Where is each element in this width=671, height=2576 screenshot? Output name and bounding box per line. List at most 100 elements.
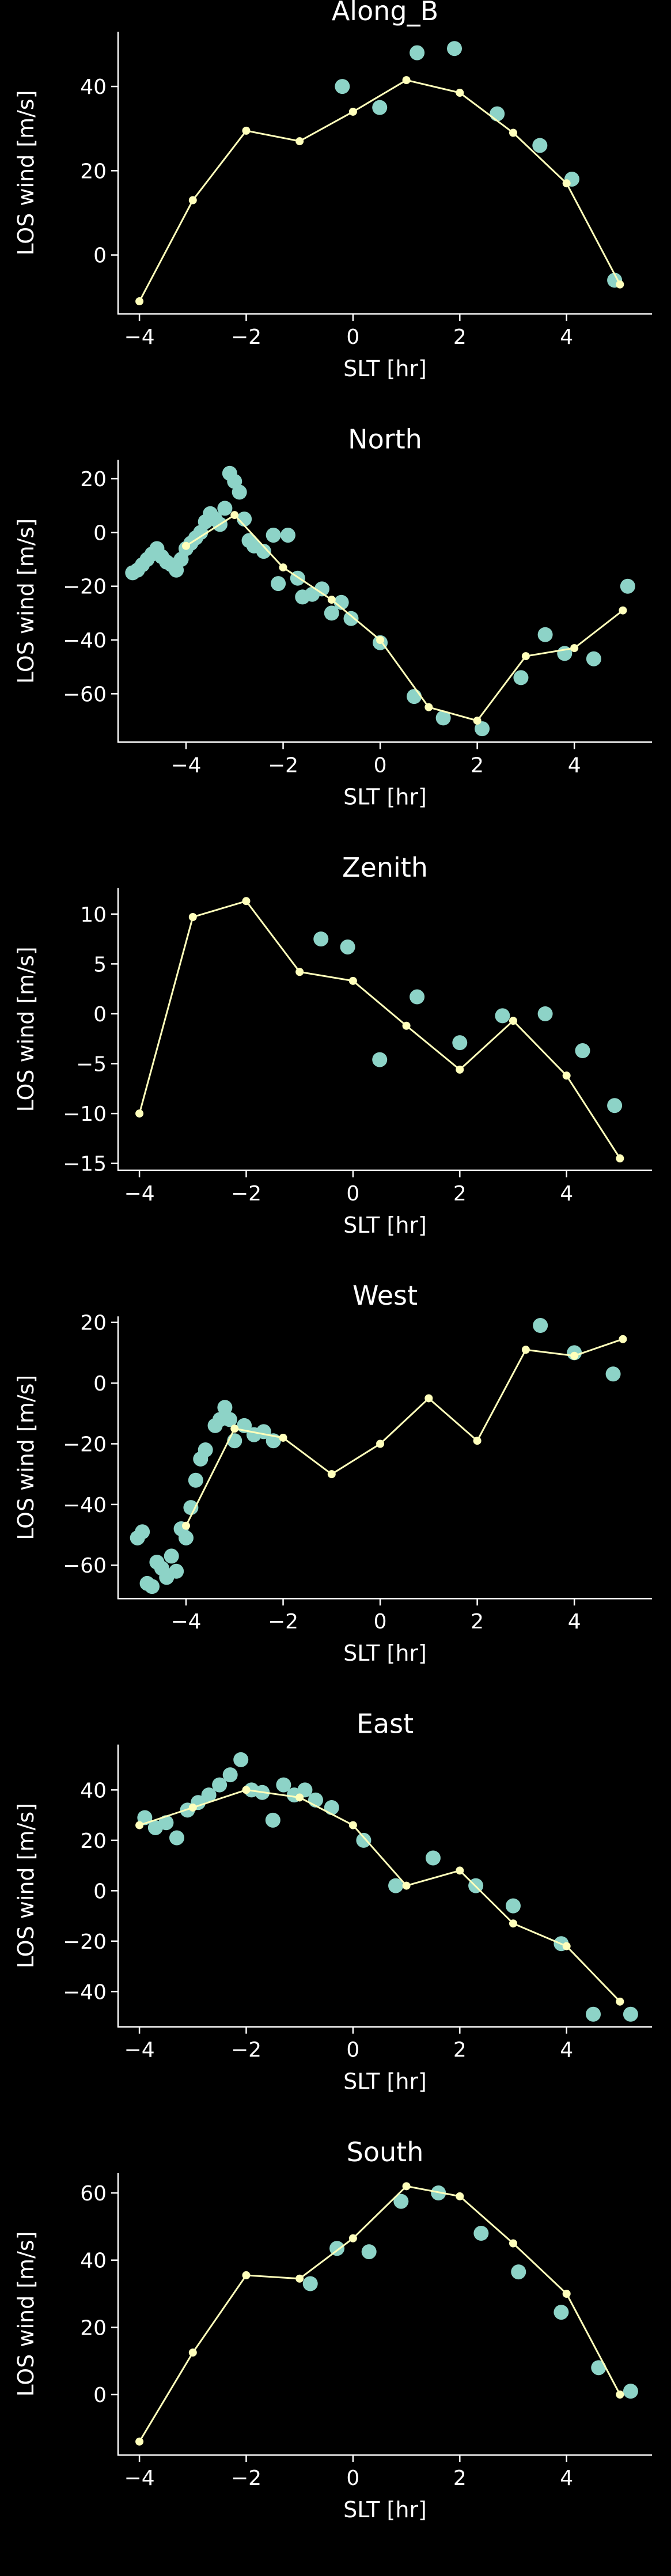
scatter-point bbox=[607, 1098, 623, 1113]
x-axis-label: SLT [hr] bbox=[343, 2497, 427, 2522]
scatter-point bbox=[135, 1524, 150, 1540]
line-marker bbox=[562, 1071, 571, 1080]
line-marker bbox=[242, 897, 251, 906]
line-marker bbox=[188, 913, 197, 922]
scatter-point bbox=[537, 1006, 553, 1021]
chart-title: North bbox=[348, 423, 422, 454]
x-tick-label: −2 bbox=[231, 2467, 261, 2490]
line-marker bbox=[456, 1866, 464, 1875]
y-tick-label: −40 bbox=[63, 1980, 107, 2004]
y-axis-label: LOS wind [m/s] bbox=[13, 1803, 39, 1968]
line-marker bbox=[295, 1793, 304, 1802]
x-axis-label: SLT [hr] bbox=[343, 784, 427, 809]
line-marker bbox=[521, 652, 530, 661]
scatter-point bbox=[425, 1850, 441, 1866]
scatter-point bbox=[356, 1832, 371, 1848]
x-tick-label: −2 bbox=[268, 753, 298, 777]
line-marker bbox=[135, 1821, 144, 1829]
y-axis-label: LOS wind [m/s] bbox=[13, 1375, 39, 1540]
y-tick-label: 0 bbox=[93, 1003, 107, 1026]
scatter-point bbox=[198, 1442, 213, 1458]
scatter-point bbox=[393, 2194, 409, 2209]
x-tick-label: 0 bbox=[346, 1182, 359, 1206]
scatter-point bbox=[144, 1579, 160, 1594]
scatter-point bbox=[266, 528, 281, 543]
line-marker bbox=[135, 297, 144, 306]
line-marker bbox=[509, 1017, 517, 1025]
line-marker bbox=[327, 596, 336, 604]
x-tick-label: −4 bbox=[124, 2039, 155, 2062]
y-tick-label: 10 bbox=[80, 903, 107, 927]
y-tick-label: 40 bbox=[80, 1779, 107, 1802]
scatter-point bbox=[554, 2305, 569, 2320]
scatter-point bbox=[314, 581, 329, 597]
line-marker bbox=[188, 2348, 197, 2357]
y-tick-label: 0 bbox=[93, 1880, 107, 1903]
line-marker bbox=[562, 2290, 571, 2298]
x-tick-label: 2 bbox=[453, 325, 467, 349]
scatter-point bbox=[201, 1787, 217, 1803]
series-line bbox=[138, 79, 621, 302]
scatter-point bbox=[265, 1812, 280, 1828]
line-marker bbox=[181, 1521, 190, 1530]
line-marker bbox=[509, 1919, 517, 1928]
line-marker bbox=[570, 1351, 579, 1360]
scatter-point bbox=[623, 2384, 638, 2399]
line-marker bbox=[348, 1821, 357, 1829]
y-tick-label: 20 bbox=[80, 160, 107, 183]
line-marker bbox=[509, 128, 517, 137]
y-axis-label: LOS wind [m/s] bbox=[13, 518, 39, 684]
scatter-point bbox=[212, 1777, 228, 1793]
line-marker bbox=[424, 703, 433, 711]
line-marker bbox=[570, 644, 579, 653]
scatter-point bbox=[575, 1043, 590, 1059]
scatter-point bbox=[372, 1052, 388, 1067]
scatter-point bbox=[452, 1035, 468, 1051]
scatter-point bbox=[222, 1412, 237, 1427]
chart-title: East bbox=[357, 1709, 414, 1740]
scatter-point bbox=[447, 41, 463, 56]
y-axis-label: LOS wind [m/s] bbox=[13, 90, 39, 255]
line-marker bbox=[279, 563, 287, 572]
line-marker bbox=[456, 2192, 464, 2200]
y-tick-label: −10 bbox=[63, 1103, 107, 1126]
x-tick-label: 2 bbox=[453, 2467, 467, 2490]
scatter-point bbox=[276, 1777, 291, 1793]
x-tick-label: 0 bbox=[346, 2039, 359, 2062]
scatter-point bbox=[586, 651, 601, 666]
line-marker bbox=[188, 1803, 197, 1812]
scatter-point bbox=[505, 1898, 521, 1914]
scatter-point bbox=[410, 989, 425, 1005]
x-tick-label: 4 bbox=[568, 753, 581, 777]
scatter-point bbox=[361, 2244, 377, 2260]
x-tick-label: −4 bbox=[124, 2467, 155, 2490]
scatter-point bbox=[513, 670, 529, 685]
y-tick-label: −20 bbox=[63, 1930, 107, 1954]
line-marker bbox=[279, 1433, 287, 1442]
scatter-point bbox=[490, 106, 505, 122]
scatter-point bbox=[388, 1878, 404, 1893]
x-axis-label: SLT [hr] bbox=[343, 1641, 427, 1666]
x-axis-label: SLT [hr] bbox=[343, 356, 427, 381]
scatter-point bbox=[533, 1318, 548, 1334]
x-tick-label: 0 bbox=[346, 2467, 359, 2490]
chart-title: Along_B bbox=[332, 0, 438, 26]
line-marker bbox=[616, 280, 624, 289]
scatter-point bbox=[324, 1800, 339, 1815]
y-tick-label: −5 bbox=[76, 1053, 107, 1077]
y-tick-label: −40 bbox=[63, 629, 107, 653]
y-tick-label: 5 bbox=[93, 953, 107, 976]
line-marker bbox=[295, 968, 304, 976]
scatter-point bbox=[169, 1563, 184, 1579]
line-marker bbox=[242, 126, 251, 135]
scatter-point bbox=[605, 1366, 621, 1382]
scatter-point bbox=[256, 544, 271, 559]
line-marker bbox=[616, 2391, 624, 2399]
line-marker bbox=[327, 1470, 336, 1479]
scatter-point bbox=[169, 1830, 184, 1846]
scatter-point bbox=[623, 2006, 638, 2022]
scatter-point bbox=[329, 2241, 345, 2256]
scatter-point bbox=[232, 484, 247, 500]
y-tick-label: 60 bbox=[80, 2182, 107, 2206]
